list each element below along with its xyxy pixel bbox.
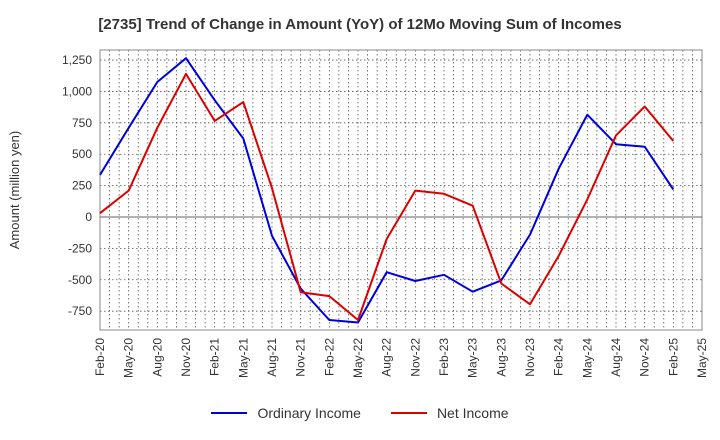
x-tick-label: Feb-25 bbox=[666, 338, 680, 376]
y-tick-label: 500 bbox=[72, 147, 92, 161]
y-tick-label: -750 bbox=[68, 304, 92, 318]
legend-label-ordinary-income: Ordinary Income bbox=[257, 405, 361, 421]
y-axis-label: Amount (million yen) bbox=[7, 131, 22, 250]
x-tick-label: Nov-24 bbox=[638, 338, 652, 377]
x-tick-label: May-20 bbox=[122, 338, 136, 378]
y-tick-label: 1,250 bbox=[62, 53, 92, 67]
plot-frame bbox=[99, 49, 703, 331]
x-tick-label: May-25 bbox=[695, 338, 709, 378]
y-tick-label: -500 bbox=[68, 273, 92, 287]
x-tick-label: May-23 bbox=[466, 338, 480, 378]
x-tick-label: Feb-21 bbox=[208, 338, 222, 376]
x-tick-label: Nov-20 bbox=[179, 338, 193, 377]
x-tick-label: May-22 bbox=[351, 338, 365, 378]
y-tick-label: 0 bbox=[85, 210, 92, 224]
series bbox=[99, 57, 675, 324]
x-tick-label: Nov-23 bbox=[523, 338, 537, 377]
legend-item-ordinary-income: Ordinary Income bbox=[211, 405, 361, 421]
y-tick-label: 1,000 bbox=[62, 84, 92, 98]
x-tick-label: Feb-23 bbox=[437, 338, 451, 376]
chart-title: [2735] Trend of Change in Amount (YoY) o… bbox=[98, 16, 622, 33]
series-line-net-income bbox=[99, 72, 675, 321]
y-tick-label: -250 bbox=[68, 241, 92, 255]
grid bbox=[99, 50, 703, 330]
x-tick-label: Aug-21 bbox=[265, 338, 279, 377]
y-tick-label: 250 bbox=[72, 179, 92, 193]
x-tick-label: Aug-20 bbox=[150, 338, 164, 377]
x-tick-label: Feb-22 bbox=[322, 338, 336, 376]
legend-item-net-income: Net Income bbox=[390, 405, 509, 421]
legend-swatch-ordinary-income bbox=[211, 412, 248, 414]
x-tick-label: Feb-20 bbox=[93, 338, 107, 376]
legend: Ordinary Income Net Income bbox=[0, 405, 720, 421]
legend-label-net-income: Net Income bbox=[436, 405, 509, 421]
series-line-ordinary-income bbox=[99, 57, 675, 324]
legend-swatch-net-income bbox=[390, 412, 427, 414]
axes: -750 -500 -250 0 250 500 750 1,000 1,250 Feb-20 Ma… bbox=[62, 49, 709, 378]
x-tick-label: Aug-22 bbox=[380, 338, 394, 377]
x-tick-label: May-24 bbox=[580, 338, 594, 378]
y-tick-label: 750 bbox=[72, 116, 92, 130]
x-tick-label: Aug-24 bbox=[609, 338, 623, 377]
x-tick-label: Nov-21 bbox=[294, 338, 308, 377]
x-tick-label: May-21 bbox=[236, 338, 250, 378]
x-tick-label: Aug-23 bbox=[494, 338, 508, 377]
x-tick-label: Nov-22 bbox=[408, 338, 422, 377]
x-tick-label: Feb-24 bbox=[552, 338, 566, 376]
